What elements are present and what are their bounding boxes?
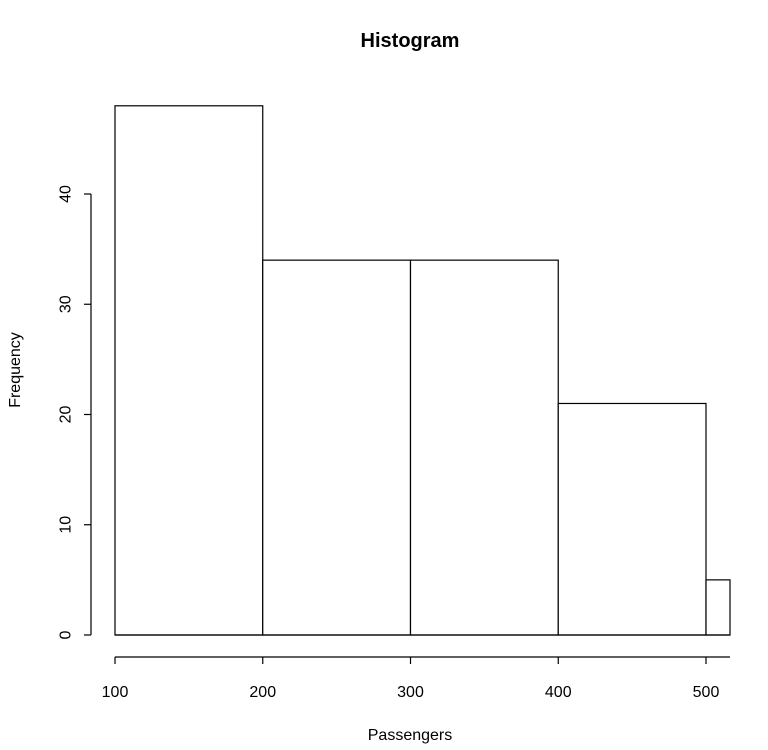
y-axis-label: Frequency bbox=[7, 332, 24, 408]
y-tick-label-2: 20 bbox=[58, 406, 75, 424]
bars-group bbox=[114, 105, 731, 636]
chart-title: Histogram bbox=[361, 30, 460, 52]
x-tick-label-0: 100 bbox=[102, 684, 129, 701]
x-tick-label-2: 300 bbox=[397, 684, 424, 701]
histogram-bar-3 bbox=[557, 402, 707, 636]
y-tick-label-4: 40 bbox=[58, 185, 75, 203]
x-tick-label-4: 500 bbox=[693, 684, 720, 701]
y-axis: 0 10 20 30 40 bbox=[58, 185, 92, 639]
histogram-bar-2 bbox=[409, 259, 559, 636]
histogram-bar-4 bbox=[705, 579, 731, 636]
x-tick-label-3: 400 bbox=[545, 684, 572, 701]
histogram-bar-1 bbox=[262, 259, 412, 636]
y-tick-label-0: 0 bbox=[58, 630, 75, 639]
y-tick-label-1: 10 bbox=[58, 516, 75, 534]
x-axis-label: Passengers bbox=[368, 727, 453, 744]
x-tick-label-1: 200 bbox=[249, 684, 276, 701]
x-axis: 100 200 300 400 500 bbox=[102, 656, 730, 701]
y-tick-label-3: 30 bbox=[58, 295, 75, 313]
histogram-bar-0 bbox=[114, 105, 264, 636]
